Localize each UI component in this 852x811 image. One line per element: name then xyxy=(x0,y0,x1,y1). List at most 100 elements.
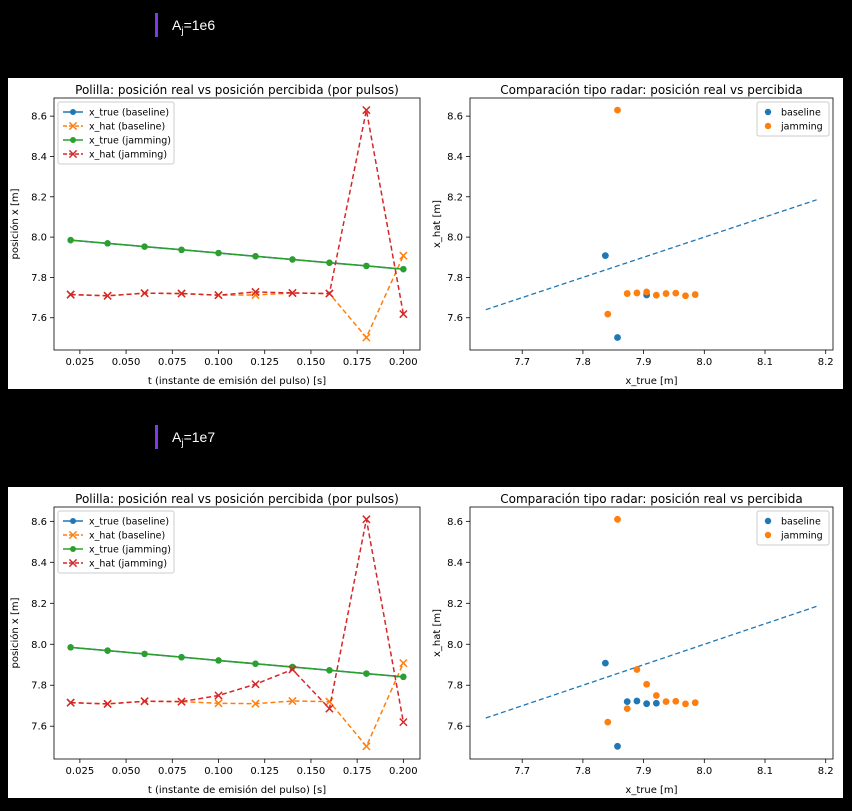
legend-marker xyxy=(764,122,772,130)
chart-title: Polilla: posición real vs posición perci… xyxy=(75,492,399,506)
y-tick-label: 8.6 xyxy=(31,112,47,123)
x-tick-label: 0.050 xyxy=(112,766,141,777)
y-axis-label: posición x [m] xyxy=(9,188,21,259)
x-tick-label: 0.200 xyxy=(389,766,418,777)
data-point xyxy=(362,515,371,524)
legend-marker xyxy=(68,530,78,540)
x-tick-label: 0.200 xyxy=(389,357,418,368)
x-tick-label: 0.025 xyxy=(66,766,95,777)
line-chart-1: Polilla: posición real vs posición perci… xyxy=(9,83,421,387)
x-tick-label: 0.100 xyxy=(204,357,233,368)
x-tick-label: 0.125 xyxy=(250,357,279,368)
x-tick-label: 0.100 xyxy=(204,766,233,777)
data-point xyxy=(662,698,670,706)
x-tick-label: 7.9 xyxy=(636,357,652,368)
data-point xyxy=(215,249,222,257)
data-point xyxy=(326,667,333,674)
x-tick-label: 7.7 xyxy=(514,766,530,777)
data-point xyxy=(604,718,612,726)
data-point xyxy=(643,680,651,688)
y-tick-label: 8.2 xyxy=(447,192,463,203)
series-line xyxy=(70,646,404,678)
x-tick-label: 8.0 xyxy=(696,357,712,368)
legend-label: jamming xyxy=(780,531,823,542)
data-point xyxy=(103,699,112,709)
data-point xyxy=(288,665,297,674)
data-point xyxy=(214,699,223,708)
series-line xyxy=(70,239,404,270)
y-tick-label: 8.4 xyxy=(447,152,463,163)
data-point xyxy=(652,692,660,699)
x-tick-label: 0.175 xyxy=(343,357,372,368)
data-point xyxy=(326,259,333,266)
scatter-chart-2: Comparación tipo radar: posición real vs… xyxy=(432,492,834,796)
legend-marker xyxy=(68,149,78,159)
legend-label: baseline xyxy=(781,108,821,119)
data-point xyxy=(177,697,186,706)
y-tick-label: 7.6 xyxy=(447,313,463,324)
y-tick-label: 8.0 xyxy=(31,640,47,651)
x-axis-label: x_true [m] xyxy=(625,376,677,387)
data-point xyxy=(104,240,111,247)
series-line xyxy=(70,109,405,315)
data-point xyxy=(288,696,297,706)
x-tick-label: 0.075 xyxy=(158,766,187,777)
y-tick-label: 8.4 xyxy=(31,152,47,163)
series-line xyxy=(70,255,405,339)
data-point xyxy=(251,680,260,689)
x-tick-label: 0.125 xyxy=(250,766,279,777)
x-tick-label: 7.9 xyxy=(636,766,652,777)
series-line xyxy=(70,519,405,723)
y-tick-label: 8.2 xyxy=(31,192,47,203)
legend-label: x_true (baseline) xyxy=(89,108,169,119)
data-point xyxy=(251,699,260,708)
legend-label: x_hat (baseline) xyxy=(89,531,165,542)
data-point xyxy=(691,699,699,707)
data-point xyxy=(178,246,185,254)
legend-label: x_hat (jamming) xyxy=(89,559,167,570)
y-tick-label: 7.6 xyxy=(31,722,47,733)
plot-marks xyxy=(485,515,817,750)
y-tick-label: 8.4 xyxy=(31,558,47,569)
y-tick-label: 8.4 xyxy=(447,558,463,569)
data-point xyxy=(399,717,408,727)
section-label-2: Aj=1e7 xyxy=(155,425,215,449)
x-axis-label: x_true [m] xyxy=(625,785,677,796)
data-point xyxy=(623,290,631,297)
legend-marker xyxy=(70,518,76,524)
data-point xyxy=(325,704,334,713)
data-point xyxy=(252,660,259,667)
data-point xyxy=(140,289,149,298)
data-point xyxy=(662,290,670,297)
y-axis-label: posición x [m] xyxy=(9,597,21,668)
y-tick-label: 7.8 xyxy=(31,681,47,692)
label-subscript: j xyxy=(181,25,184,37)
x-tick-label: 8.2 xyxy=(818,357,834,368)
legend-label: x_true (jamming) xyxy=(89,545,171,556)
data-point xyxy=(614,334,621,341)
x-tick-label: 7.7 xyxy=(514,357,530,368)
data-point xyxy=(399,251,408,260)
chart-title: Polilla: posición real vs posición perci… xyxy=(75,83,399,97)
data-point xyxy=(362,742,371,751)
legend-label: x_hat (jamming) xyxy=(89,150,167,161)
legend-box xyxy=(57,510,175,574)
y-tick-label: 8.6 xyxy=(447,112,463,123)
data-point xyxy=(652,291,660,299)
data-point xyxy=(66,290,75,299)
y-tick-label: 8.0 xyxy=(31,233,47,244)
y-tick-label: 7.8 xyxy=(447,681,463,692)
plot-marks xyxy=(66,515,408,751)
label-suffix: =1e6 xyxy=(183,17,216,33)
data-point xyxy=(140,697,149,706)
legend-marker xyxy=(70,109,76,115)
x-tick-label: 0.075 xyxy=(158,357,187,368)
data-point xyxy=(601,252,609,260)
data-point xyxy=(141,243,148,250)
label-subscript: j xyxy=(181,437,184,449)
y-axis-label: x_hat [m] xyxy=(432,200,443,248)
data-point xyxy=(623,705,631,712)
data-point xyxy=(672,289,680,297)
figure-1: Polilla: posición real vs posición perci… xyxy=(8,78,843,389)
x-tick-label: 8.2 xyxy=(818,766,834,777)
